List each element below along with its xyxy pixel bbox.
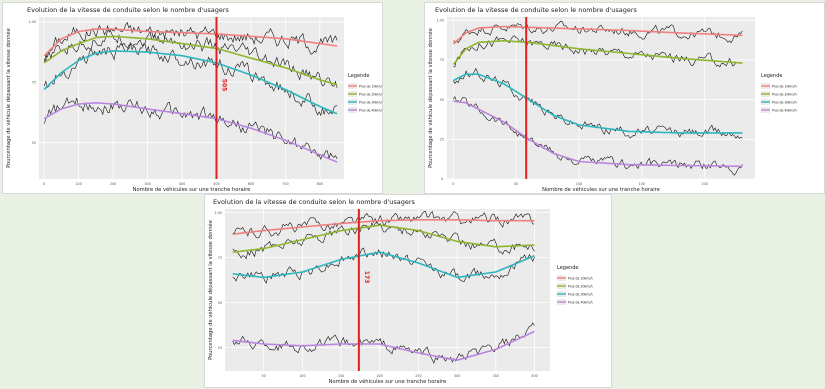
legend-item-label: Plus de 20km/h [568,285,593,289]
x-tick-label: 300 [454,374,460,378]
y-tick-label: 75 [218,256,222,260]
raw-trace-2 [43,28,338,88]
raw-trace-1 [232,210,535,239]
x-tick-label: 100 [576,182,582,186]
x-tick-label: 100 [299,374,305,378]
plot-layer-3 [232,210,535,364]
legend-item-label: Plus de 20km/h [359,93,382,97]
legend-item-label: Plus de 40km/h [568,301,593,305]
x-tick-label: 700 [282,182,288,186]
raw-trace-3 [232,247,535,284]
x-tick-label: 200 [701,182,707,186]
x-tick-label: 250 [415,374,421,378]
legend-item-label: Plus de 40km/h [772,109,797,113]
legend-item-label: Plus de 20km/h [772,93,797,97]
legend-item-label: Plus de 40km/h [359,109,382,113]
x-tick-label: 150 [639,182,645,186]
x-tick-label: 400 [179,182,185,186]
x-tick-label: 500 [213,182,219,186]
chart-svg-3: Evolution de la vitesse de conduite selo… [207,198,593,385]
series-line-1 [232,218,535,235]
x-tick-label: 150 [338,374,344,378]
y-tick-label: 50 [218,301,222,305]
y-tick-label: 1.00 [28,20,36,24]
legend-title: Legende [557,265,578,271]
series-line-4 [453,100,743,168]
x-tick-label: 50 [514,182,518,186]
y-axis-label-1: Pourcentage de véhicule dépassant la vit… [5,28,12,168]
series-line-4 [232,330,535,361]
plot-layer-1 [43,21,338,163]
raw-trace-1 [43,21,338,62]
plot-layer-2 [452,20,743,176]
series-line-4 [43,102,338,163]
series-line-2 [43,35,338,86]
series-line-3 [43,50,338,115]
x-tick-label: 200 [110,182,116,186]
x-axis-label-1: Nombre de véhicules sur une tranche hora… [133,186,251,193]
raw-trace-4 [43,96,338,160]
x-tick-label: 100 [75,182,81,186]
y-tick-label: 75 [32,80,36,84]
reference-line-label-3: 173 [363,271,370,284]
chart-title-1: Evolution de la vitesse de conduite selo… [27,6,230,14]
legend-item-label: Plus de 10km/h [359,85,382,89]
chart-title-3: Evolution de la vitesse de conduite selo… [213,198,416,206]
plot-area-2 [447,17,755,179]
chart-title-2: Evolution de la vitesse de conduite selo… [435,6,638,14]
x-tick-label: 400 [531,374,537,378]
x-tick-label: 0 [43,182,45,186]
y-tick-label: 0. [441,177,444,181]
legend-2: Legende Plus de 10km/h Plus de 20km/h Plus … [761,73,797,113]
legend-item-label: Plus de 10km/h [772,85,797,89]
chart-panel-1: Evolution de la vitesse de conduite selo… [2,2,383,194]
legend-item-label: Plus de 10km/h [568,277,593,281]
legend-title: Legende [761,73,782,79]
x-tick-label: 0 [452,182,454,186]
legend-item-label: Plus de 30km/h [568,293,593,297]
x-tick-label: 200 [377,374,383,378]
y-tick-label: 1.00 [436,18,444,22]
series-line-3 [232,251,535,279]
series-line-1 [43,28,338,57]
y-axis-label-3: Pourcentage de véhicule dépassant la vit… [207,220,214,360]
chart-svg-2: Evolution de la vitesse de conduite selo… [427,6,797,193]
legend-item-label: Plus de 30km/h [359,101,382,105]
series-line-2 [232,224,535,253]
y-tick-label: 1.00 [214,211,222,215]
legend-3: Legende Plus de 10km/h Plus de 20km/h Plus … [557,265,593,305]
chart-panel-3: Evolution de la vitesse de conduite selo… [204,194,612,388]
x-tick-label: 800 [317,182,323,186]
y-tick-label: 75 [440,58,444,62]
y-axis-label-2: Pourcentage de véhicule dépassant la vit… [427,28,434,168]
chart-panel-2: Evolution de la vitesse de conduite selo… [424,2,825,194]
series-line-3 [452,73,743,134]
y-tick-label: 50 [32,141,36,145]
x-axis-label-3: Nombre de véhicules sur une tranche hora… [329,378,447,385]
plot-area-1 [39,17,344,179]
x-tick-label: 600 [248,182,254,186]
y-tick-label: 25 [440,137,444,141]
y-tick-label: 25 [218,346,222,350]
y-tick-label: 50 [440,98,444,102]
x-tick-label: 50 [262,374,266,378]
raw-trace-1 [453,20,743,44]
reference-line-label-1: 505 [220,79,227,92]
chart-svg-1: Evolution de la vitesse de conduite selo… [5,6,382,193]
raw-trace-4 [453,96,743,176]
series-line-1 [452,25,743,45]
legend-item-label: Plus de 30km/h [772,101,797,105]
x-tick-label: 300 [144,182,150,186]
x-tick-label: 350 [493,374,499,378]
legend-title: Legende [348,73,369,79]
series-line-2 [452,39,743,66]
legend-1: Legende Plus de 10km/h Plus de 20km/h Plus … [348,73,382,113]
x-axis-label-2: Nombre de véhicules sur une tranche hora… [542,186,660,193]
